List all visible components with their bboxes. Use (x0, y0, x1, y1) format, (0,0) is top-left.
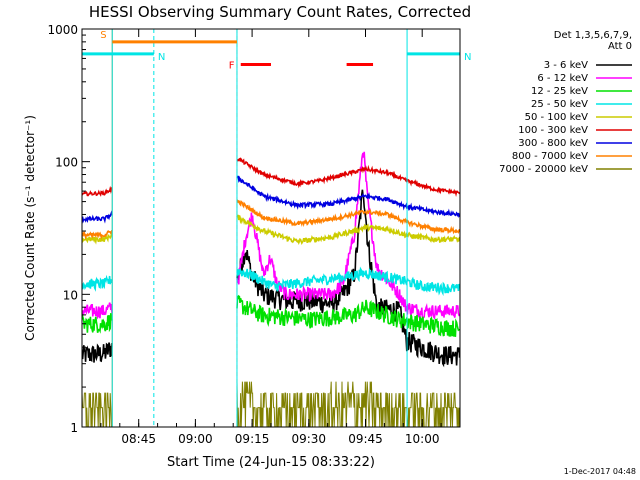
footer-timestamp: 1-Dec-2017 04:48 (564, 467, 636, 476)
marker-layer: S N N F (82, 29, 471, 427)
x-tick-label-2: 09:00 (178, 432, 213, 446)
y-axis-label: Corrected Count Rate (s⁻¹ detector⁻¹) (23, 115, 37, 341)
series-line-8-seg-1 (82, 230, 113, 240)
x-axis-label: Start Time (24-Jun-15 08:33:22) (167, 455, 375, 470)
series-line-7-seg-1 (82, 210, 113, 224)
legend-label-7: 300 - 800 keV (518, 138, 588, 149)
series-layer (82, 151, 460, 427)
legend-label-2: 6 - 12 keV (537, 73, 588, 84)
x-tick-label-6: 10:00 (405, 432, 440, 446)
legend-label-5: 50 - 100 keV (525, 112, 589, 123)
series-line-3-seg-1 (82, 313, 113, 334)
series-line-4-seg-1 (82, 274, 113, 292)
series-line-4-seg-2 (236, 266, 460, 297)
series-line-5-seg-1 (82, 232, 113, 245)
series-line-6-seg-1 (82, 185, 113, 197)
series-line-3-seg-2 (236, 294, 460, 338)
legend-label-4: 25 - 50 keV (531, 99, 588, 110)
y-tick-label-1: 1000 (47, 23, 78, 37)
y-tick-label-4: 1 (70, 421, 78, 435)
legend-label-8: 800 - 7000 keV (512, 151, 588, 162)
series-line-9-seg-2 (236, 381, 460, 427)
x-tick-label-3: 09:15 (235, 432, 270, 446)
x-tick-label-1: 08:45 (121, 432, 156, 446)
series-line-2-seg-1 (82, 302, 113, 320)
y-tick-label-2: 100 (55, 156, 78, 170)
series-line-1-seg-2 (236, 189, 460, 368)
legend-label-3: 12 - 25 keV (531, 86, 588, 97)
axis-layer: 08:45 09:00 09:15 09:30 09:45 10:00 1000 100 10 1 (47, 23, 461, 446)
legend-label-9: 7000 - 20000 keV (499, 164, 588, 175)
series-line-1-seg-1 (82, 342, 113, 363)
legend-label-1: 3 - 6 keV (544, 60, 588, 71)
x-tick-label-4: 09:30 (291, 432, 326, 446)
legend-label-6: 100 - 300 keV (518, 125, 588, 136)
flag-label-1: S (100, 30, 106, 41)
series-line-7-seg-2 (236, 175, 460, 218)
series-line-9-seg-1 (82, 392, 112, 427)
flag-label-4: F (229, 61, 235, 72)
series-line-5-seg-2 (236, 214, 460, 246)
legend-header-1: Det 1,3,5,6,7,9, (554, 30, 632, 41)
y-tick-label-3: 10 (63, 288, 78, 302)
series-line-8-seg-2 (236, 199, 460, 235)
chart-title: HESSI Observing Summary Count Rates, Cor… (89, 3, 471, 21)
legend: Det 1,3,5,6,7,9,Att 0 3 - 6 keV 6 - 12 keV… (499, 30, 632, 175)
flag-label-3: N (464, 52, 471, 63)
series-line-6-seg-2 (236, 157, 460, 197)
flag-label-2: N (158, 52, 165, 63)
legend-header-2: Att 0 (608, 41, 632, 52)
x-tick-label-5: 09:45 (348, 432, 383, 446)
